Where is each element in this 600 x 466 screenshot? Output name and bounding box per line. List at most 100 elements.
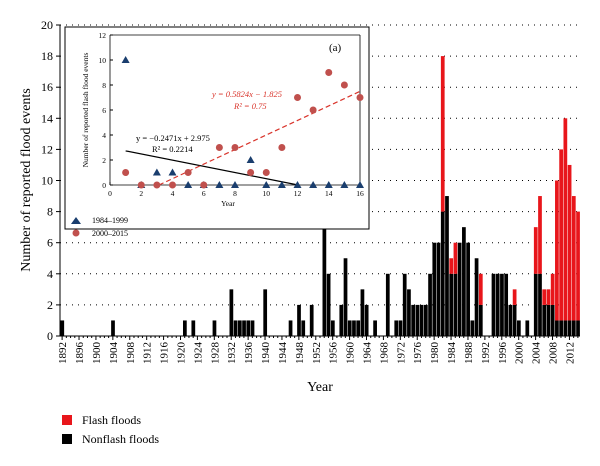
x-tick-label: 2012 <box>564 342 576 364</box>
bar-nonflash <box>419 304 424 336</box>
bar-nonflash <box>60 320 65 336</box>
main-axes <box>56 24 580 340</box>
main-y-axis-label: Number of reported flood events <box>19 88 34 272</box>
inset-legend-circle <box>72 229 80 237</box>
main-bars <box>60 56 580 336</box>
x-tick-label: 1944 <box>277 342 289 365</box>
bar-nonflash <box>555 320 559 336</box>
point-1984-1999 <box>262 181 271 188</box>
x-tick-label: 2008 <box>548 342 560 365</box>
x-tick-label: 1996 <box>497 342 509 365</box>
point-1984-1999 <box>324 181 333 188</box>
point-2000-2015 <box>184 169 192 176</box>
x-tick-label: 1940 <box>260 342 272 365</box>
bar-nonflash <box>466 242 470 336</box>
bar-nonflash <box>356 320 361 336</box>
y-tick-label: 14 <box>41 111 53 125</box>
bar-nonflash <box>423 304 428 336</box>
point-1984-1999 <box>231 181 239 188</box>
inset-frame <box>64 26 370 230</box>
y-tick-label: 12 <box>41 142 53 156</box>
bar-nonflash <box>445 196 449 336</box>
x-tick-label: 1968 <box>378 342 390 365</box>
point-1984-1999 <box>293 181 302 188</box>
x-tick-label: 1916 <box>159 342 171 365</box>
inset-points <box>121 56 364 189</box>
point-1984-1999 <box>277 181 286 188</box>
bar-nonflash <box>453 273 458 336</box>
x-tick-label: 1972 <box>395 342 407 364</box>
bar-nonflash <box>191 320 196 336</box>
bar-nonflash <box>398 320 403 336</box>
bar-nonflash <box>326 273 331 336</box>
x-tick-label: 1924 <box>192 342 204 365</box>
bar-flash <box>453 242 458 274</box>
bar-nonflash <box>550 304 555 336</box>
bar-nonflash <box>347 320 352 336</box>
bar-nonflash <box>500 273 504 336</box>
inset-x-tick-label: 2 <box>139 189 143 198</box>
bar-flash <box>571 196 576 321</box>
bar-flash <box>512 289 517 305</box>
bar-nonflash <box>322 227 327 336</box>
inset-x-axis-label: Year <box>221 199 235 208</box>
y-tick-label: 16 <box>41 80 53 94</box>
bar-nonflash <box>567 320 572 336</box>
bar-nonflash <box>301 320 306 336</box>
trend-1984-equation: y = −0.2471x + 2.975 <box>136 133 210 143</box>
point-2000-2015 <box>356 94 364 101</box>
bar-nonflash <box>457 242 462 336</box>
bar-nonflash <box>237 320 242 336</box>
x-tick-label: 1988 <box>463 342 475 365</box>
point-1984-1999 <box>246 156 255 163</box>
bar-nonflash <box>559 320 563 336</box>
y-tick-label: 18 <box>41 49 53 63</box>
bar-nonflash <box>385 273 390 336</box>
bar-nonflash <box>263 289 268 336</box>
inset-y-tick-label: 6 <box>102 106 106 115</box>
inset-chart: 0 2 4 6 8 10 12 0 2 4 6 8 10 12 14 16 (a) Number of re… <box>64 26 370 238</box>
bar-nonflash <box>242 320 246 336</box>
bar-nonflash <box>288 320 293 336</box>
legend-flash-swatch <box>62 415 72 425</box>
bar-flash <box>559 149 563 321</box>
bar-nonflash <box>495 273 500 336</box>
bar-nonflash <box>373 320 377 336</box>
point-1984-1999 <box>215 181 224 188</box>
inset-y-tick-label: 12 <box>99 31 107 40</box>
x-tick-label: 1992 <box>480 342 492 364</box>
bar-nonflash <box>474 258 479 336</box>
y-tick-label: 10 <box>41 174 53 188</box>
inset-panel-label: (a) <box>329 42 342 54</box>
bar-flash <box>576 211 580 321</box>
bar-nonflash <box>394 320 399 336</box>
bar-nonflash <box>212 320 217 336</box>
inset-y-tick-label: 0 <box>102 181 106 190</box>
x-tick-label: 1904 <box>108 342 120 365</box>
x-tick-label: 1908 <box>125 342 137 365</box>
bar-flash <box>550 273 555 305</box>
bar-nonflash <box>415 304 420 336</box>
x-tick-label: 1956 <box>328 342 340 365</box>
point-2000-2015 <box>122 169 130 176</box>
inset-y-tick-label: 4 <box>102 131 106 140</box>
bar-nonflash <box>571 320 576 336</box>
bar-nonflash <box>516 320 521 336</box>
inset-legend-1984-label: 1984–1999 <box>92 216 128 225</box>
bar-nonflash <box>339 304 344 336</box>
x-tick-label: 1952 <box>311 342 323 364</box>
point-2000-2015 <box>200 181 208 189</box>
bar-nonflash <box>504 273 509 336</box>
bar-flash <box>449 258 454 274</box>
bar-nonflash <box>309 304 314 336</box>
trend-2000-r2: R² = 0.75 <box>233 101 267 111</box>
point-2000-2015 <box>340 81 348 89</box>
inset-x-tick-label: 12 <box>294 189 302 198</box>
bar-nonflash <box>538 273 542 336</box>
x-tick-label: 1984 <box>446 342 458 365</box>
inset-y-tick-label: 2 <box>102 156 106 165</box>
inset-x-tick-label: 0 <box>108 189 112 198</box>
y-tick-label: 6 <box>47 236 53 250</box>
bar-nonflash <box>470 320 475 336</box>
bar-nonflash <box>563 320 568 336</box>
